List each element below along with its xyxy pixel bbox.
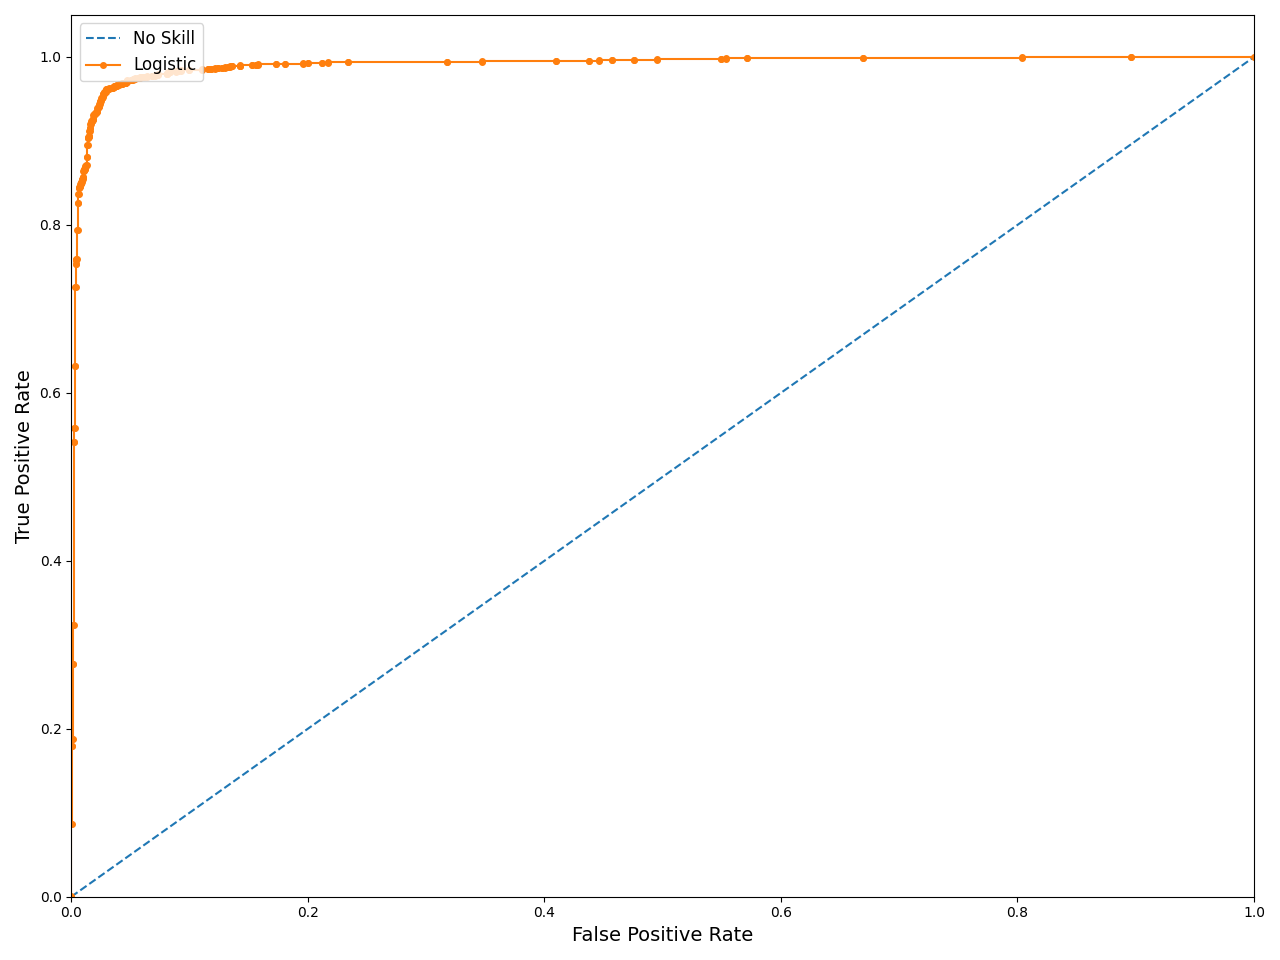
X-axis label: False Positive Rate: False Positive Rate <box>572 926 753 945</box>
Logistic <box>1247 51 1262 62</box>
Logistic <box>475 56 490 67</box>
Logistic <box>268 59 283 70</box>
Logistic <box>248 60 264 71</box>
Line: Logistic: Logistic <box>69 54 1257 900</box>
Logistic <box>315 58 330 69</box>
Logistic <box>69 253 84 265</box>
Legend: No Skill, Logistic: No Skill, Logistic <box>79 23 202 81</box>
Y-axis label: True Positive Rate: True Positive Rate <box>15 369 35 542</box>
Logistic <box>64 891 79 902</box>
Logistic <box>109 81 124 92</box>
Logistic <box>1124 51 1139 62</box>
